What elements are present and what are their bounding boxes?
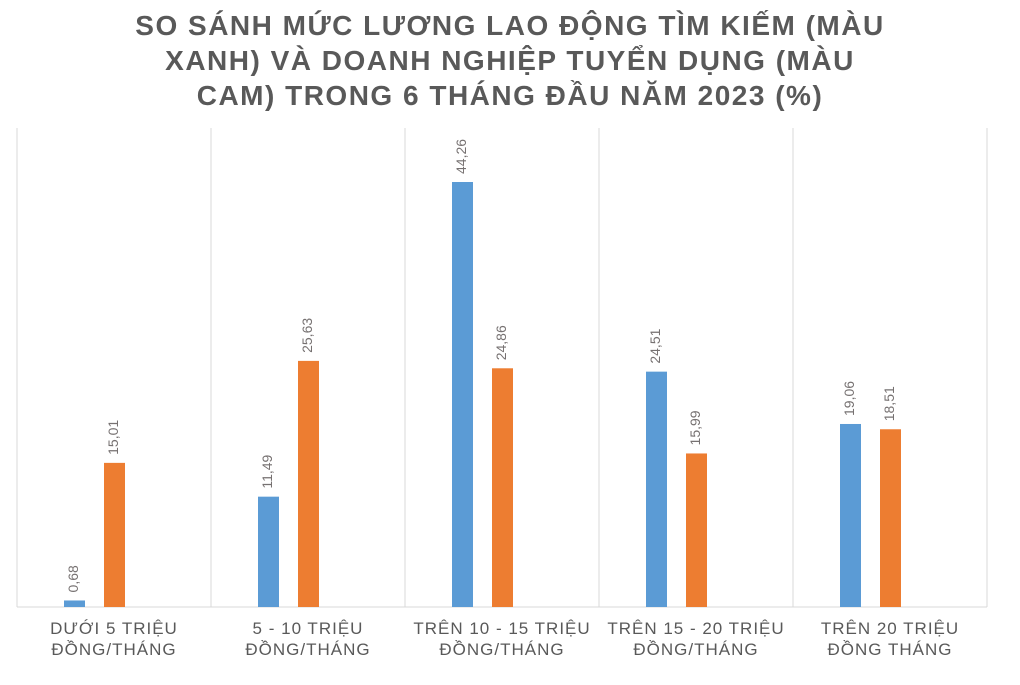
data-label: 15,01 <box>105 420 121 455</box>
chart-title-line-3: CAM) TRONG 6 THÁNG ĐẦU NĂM 2023 (%) <box>196 80 824 111</box>
bar-series-1 <box>64 600 85 607</box>
data-label: 19,06 <box>841 381 857 416</box>
data-label: 24,86 <box>493 325 509 360</box>
x-tick-label: ĐỒNG/THÁNG <box>245 640 370 659</box>
bar-series-1 <box>646 371 667 607</box>
bar-series-2 <box>298 360 319 607</box>
x-tick-label: ĐỒNG/THÁNG <box>633 640 758 659</box>
bar-series-2 <box>880 429 901 607</box>
x-tick-label: 5 - 10 TRIỆU <box>253 619 364 638</box>
x-tick-label: ĐỒNG/THÁNG <box>439 640 564 659</box>
data-label: 24,51 <box>647 328 663 363</box>
data-label: 0,68 <box>65 565 81 592</box>
x-tick-label: ĐỒNG/THÁNG <box>51 640 176 659</box>
bar-series-1 <box>840 423 861 607</box>
bar-series-1 <box>258 496 279 607</box>
data-label: 44,26 <box>453 139 469 174</box>
x-tick-label: ĐỒNG THÁNG <box>828 640 953 659</box>
bar-series-2 <box>686 453 707 607</box>
data-label: 18,51 <box>881 386 897 421</box>
bar-series-2 <box>104 462 125 607</box>
data-label: 11,49 <box>259 454 275 488</box>
data-label: 25,63 <box>299 318 315 353</box>
bar-series-1 <box>452 182 473 607</box>
x-tick-label: DƯỚI 5 TRIỆU <box>50 619 178 638</box>
x-tick-label: TRÊN 10 - 15 TRIỆU <box>413 619 590 638</box>
bar-series-2 <box>492 368 513 607</box>
chart-title-line-2: XANH) VÀ DOANH NGHIỆP TUYỂN DỤNG (MÀU <box>165 45 855 76</box>
data-label: 15,99 <box>687 410 703 445</box>
x-tick-label: TRÊN 20 TRIỆU <box>821 619 959 638</box>
x-tick-label: TRÊN 15 - 20 TRIỆU <box>607 619 784 638</box>
chart-title-line-1: SO SÁNH MỨC LƯƠNG LAO ĐỘNG TÌM KIẾM (MÀU <box>135 10 885 41</box>
